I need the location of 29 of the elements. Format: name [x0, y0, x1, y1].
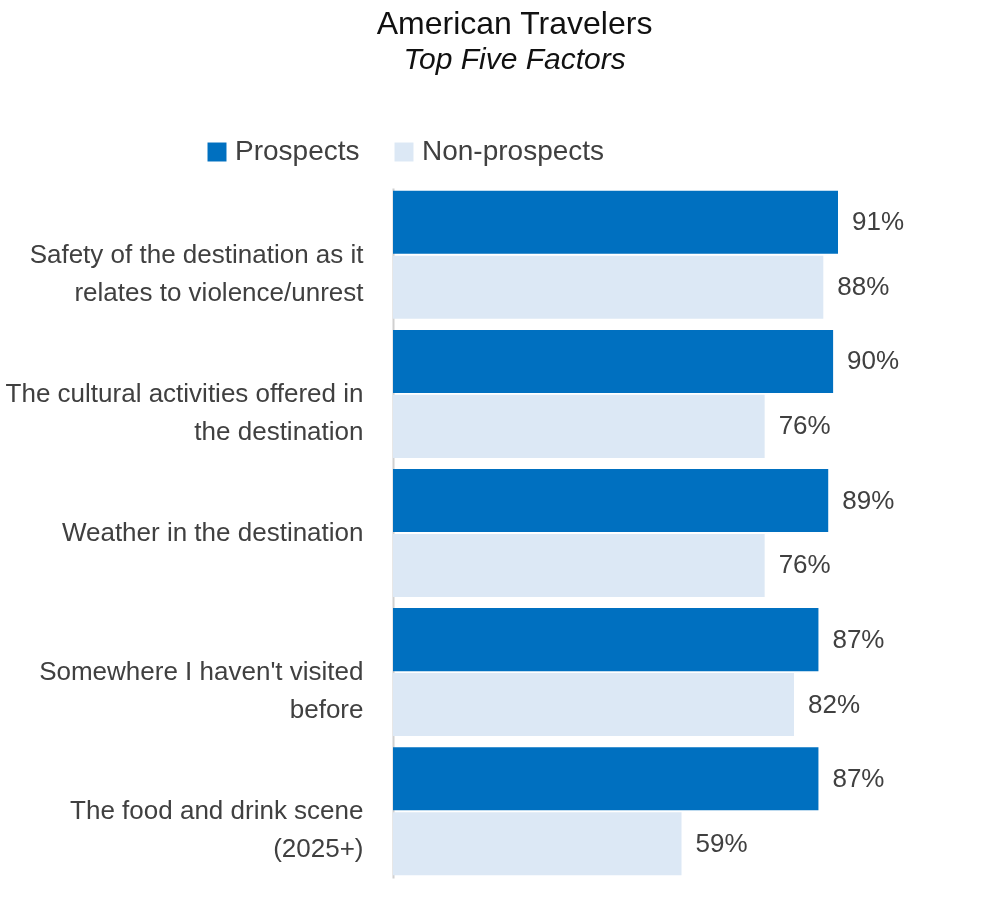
bar [393, 673, 794, 737]
chart-subtitle: Top Five Factors [403, 42, 626, 75]
data-label: 87% [832, 623, 885, 654]
chart-title: American Travelers [376, 5, 653, 41]
data-label: 82% [807, 688, 861, 719]
data-label: 90% [847, 345, 900, 376]
y-tick-label: The food and drink scene (2025+) [70, 795, 364, 864]
bar [393, 747, 819, 811]
bar [393, 469, 829, 533]
bar [393, 812, 682, 876]
y-tick-label: Weather in the destination [61, 517, 364, 547]
y-tick-label: Safety of the destination as it relates to violence/unrest [29, 238, 365, 307]
data-label: 91% [852, 206, 905, 237]
bar [393, 608, 819, 672]
data-label: 87% [832, 762, 885, 793]
data-label: 76% [778, 549, 831, 580]
bar [393, 255, 824, 319]
bar [393, 190, 838, 254]
bar [393, 394, 765, 458]
bar [393, 533, 765, 597]
y-tick-label: The cultural activities offered in the destination [5, 377, 364, 446]
legend-label: Non-prospects [422, 135, 605, 166]
y-tick-label: Somewhere I haven't visited before [39, 656, 364, 725]
data-label: 76% [778, 410, 831, 441]
data-label: 59% [695, 827, 748, 858]
bar [393, 329, 834, 393]
legend-label: Prospects [235, 135, 360, 166]
data-label: 89% [842, 484, 895, 515]
data-label: 88% [837, 271, 890, 302]
